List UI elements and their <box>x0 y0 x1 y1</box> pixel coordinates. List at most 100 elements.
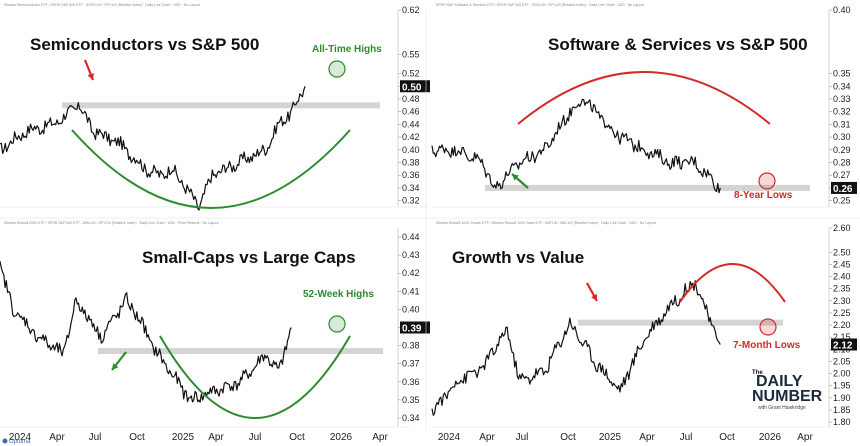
x-tick-label-left: 2026 <box>330 432 353 443</box>
annotation-label: All-Time Highs <box>312 44 382 55</box>
last-value-label: 2.12 <box>833 340 853 351</box>
y-tick-label: 0.34 <box>402 183 420 193</box>
chart-title: Semiconductors vs S&P 500 <box>30 35 259 54</box>
y-tick-label: 2.40 <box>833 272 851 282</box>
chart-title: Software & Services vs S&P 500 <box>548 35 808 54</box>
chart-panel-2: SPDR S&P Software & Services ETF / SPDR … <box>431 3 857 208</box>
annotation-label: 7-Month Lows <box>733 340 801 351</box>
y-tick-label: 0.32 <box>833 107 851 117</box>
y-tick-label: 2.00 <box>833 369 851 379</box>
y-tick-label: 0.27 <box>833 170 851 180</box>
y-tick-label: 0.52 <box>402 69 420 79</box>
x-tick-label-left: Jul <box>89 432 102 443</box>
y-tick-label: 0.55 <box>402 49 420 59</box>
y-tick-label: 0.62 <box>402 5 420 15</box>
last-value-box <box>400 321 430 334</box>
level-band <box>62 102 380 109</box>
arrow-head <box>591 294 597 301</box>
y-tick-label: 1.80 <box>833 417 851 427</box>
y-tick-label: 0.38 <box>402 158 420 168</box>
last-value-box <box>831 338 857 351</box>
highlight-circle <box>758 172 776 190</box>
y-tick-label: 0.35 <box>833 69 851 79</box>
level-band <box>98 348 383 355</box>
optuma-label: Optuma <box>9 439 31 445</box>
chart-title: Small-Caps vs Large Caps <box>142 248 356 267</box>
chart-header: iShares Semiconductor ETF / SPDR S&P 500… <box>4 3 200 7</box>
last-value-box <box>831 181 857 194</box>
y-tick-label: 0.34 <box>833 81 851 91</box>
chart-panel-3: iShares Russell 2000 ETF / SPDR S&P 500 … <box>0 221 430 428</box>
y-tick-label: 0.40 <box>402 145 420 155</box>
x-tick-label-right: Apr <box>797 432 813 443</box>
last-value-box <box>400 80 430 93</box>
x-tick-label-right: 2024 <box>438 432 461 443</box>
optuma-logo: Optuma <box>2 438 31 445</box>
highlight-circle <box>328 315 346 333</box>
chart-header: SPDR S&P Software & Services ETF / SPDR … <box>436 3 644 7</box>
y-tick-label: 0.46 <box>402 107 420 117</box>
daily-number-logo: The DAILY NUMBER with Grant Hawkridge <box>752 370 823 411</box>
y-tick-label: 0.35 <box>402 395 420 405</box>
y-tick-label: 0.29 <box>833 145 851 155</box>
y-tick-label: 1.95 <box>833 381 851 391</box>
chart-header: iShares Russell 2000 ETF / SPDR S&P 500 … <box>4 221 218 225</box>
y-tick-label: 2.45 <box>833 259 851 269</box>
y-tick-label: 0.44 <box>402 119 420 129</box>
annotation-label: 8-Year Lows <box>734 190 793 201</box>
logo-number: NUMBER <box>752 388 823 405</box>
chart-panel-1: iShares Semiconductor ETF / SPDR S&P 500… <box>0 3 430 211</box>
y-tick-label: 0.28 <box>833 158 851 168</box>
chart-panel-4: iShares Russell 1000 Growth ETF / iShare… <box>431 221 857 428</box>
y-tick-label: 0.31 <box>833 119 851 129</box>
y-tick-label: 0.32 <box>402 196 420 206</box>
x-tick-label-right: Oct <box>560 432 576 443</box>
last-value-label: 0.39 <box>402 324 422 335</box>
last-value-label: 0.50 <box>402 82 422 93</box>
level-band <box>485 184 810 191</box>
x-tick-label-left: Apr <box>208 432 224 443</box>
y-tick-label: 0.30 <box>833 132 851 142</box>
x-axis: 2024 Apr Jul Oct 2025 Apr Jul Oct 2026 Apr 2024 Apr… <box>0 10 860 443</box>
x-tick-label-left: Oct <box>129 432 145 443</box>
y-tick-label: 2.35 <box>833 284 851 294</box>
y-tick-label: 2.60 <box>833 223 851 233</box>
logo-byline: with Grant Hawkridge <box>758 405 806 411</box>
last-value-label: 0.26 <box>833 184 853 195</box>
x-tick-label-left: Apr <box>372 432 388 443</box>
y-tick-label: 0.37 <box>402 359 420 369</box>
logo-daily: DAILY <box>756 373 803 390</box>
y-tick-label: 0.48 <box>402 94 420 104</box>
series-line <box>0 86 306 211</box>
level-band <box>578 319 783 326</box>
y-tick-label: 1.85 <box>833 405 851 415</box>
series-line <box>0 261 292 403</box>
x-tick-label-right: 2026 <box>759 432 782 443</box>
x-tick-label-right: Jul <box>516 432 529 443</box>
y-tick-label: 2.20 <box>833 320 851 330</box>
y-tick-label: 2.30 <box>833 296 851 306</box>
arrow-head <box>512 174 519 181</box>
pattern-arc <box>71 129 351 209</box>
arrow-head <box>112 363 119 370</box>
x-tick-label-left: Apr <box>49 432 65 443</box>
x-tick-label-left: 2024 <box>9 432 32 443</box>
y-tick-label: 0.38 <box>402 341 420 351</box>
x-tick-label-left: Jul <box>249 432 262 443</box>
y-tick-label: 0.40 <box>833 5 851 15</box>
series-line <box>431 98 721 194</box>
pattern-arc <box>159 335 351 419</box>
y-tick-label: 2.15 <box>833 332 851 342</box>
y-tick-label: 0.36 <box>402 170 420 180</box>
x-tick-label-right: Jul <box>680 432 693 443</box>
x-tick-label-left: 2025 <box>172 432 195 443</box>
x-tick-label-right: Apr <box>479 432 495 443</box>
y-tick-label: 1.90 <box>833 393 851 403</box>
x-tick-label-right: Oct <box>719 432 735 443</box>
y-tick-label: 0.41 <box>402 286 420 296</box>
y-tick-label: 0.42 <box>402 132 420 142</box>
y-tick-label: 0.25 <box>833 196 851 206</box>
highlight-circle <box>759 318 777 336</box>
chart-title: Growth vs Value <box>452 248 584 267</box>
